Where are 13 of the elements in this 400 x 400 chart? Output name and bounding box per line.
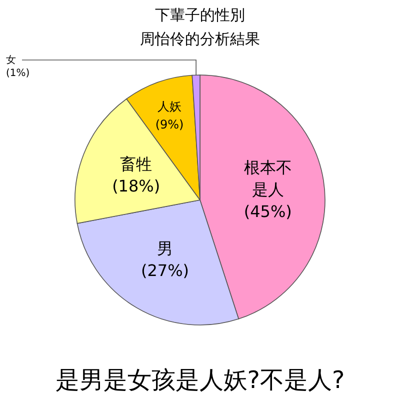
data-label: (45%) xyxy=(244,202,292,221)
text: 是男是女孩是人妖?不是人? xyxy=(55,366,345,394)
data-label: (27%) xyxy=(140,260,190,280)
slice-label: 畜牲 xyxy=(120,154,152,174)
slice-label: 根本不是人 xyxy=(244,158,292,199)
data-label: (18%) xyxy=(112,176,160,196)
chart-subtitle: 周怡伶的分析結果 xyxy=(140,30,260,48)
slice-label: 人妖 xyxy=(158,100,182,114)
slice-label: 女 xyxy=(6,54,16,66)
data-label: (1%) xyxy=(6,68,30,79)
data-label: (9%) xyxy=(155,118,184,132)
slice-label: 男 xyxy=(157,238,174,258)
chart-title: 下輩子的性別 xyxy=(155,6,245,24)
